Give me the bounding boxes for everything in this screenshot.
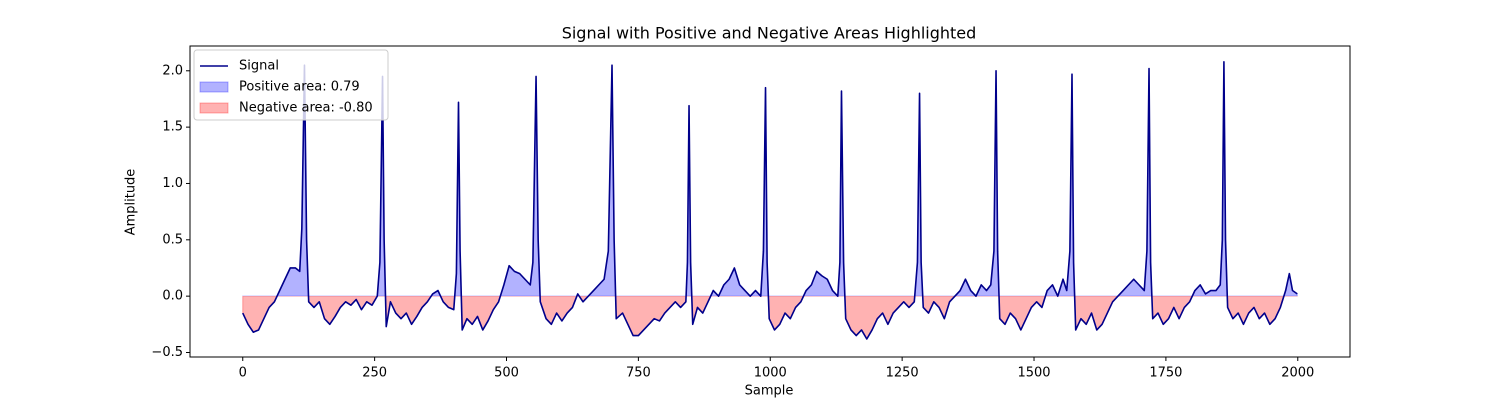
x-tick-label: 1750 [1149,366,1182,381]
plot-frame [189,45,1351,358]
legend-label: Negative area: -0.80 [239,101,373,116]
x-tick-label: 500 [494,366,519,381]
y-tick-label: −0.5 [151,345,183,360]
legend-swatch [199,102,229,114]
legend-box [193,49,389,121]
x-axis-label: Sample [745,384,794,399]
y-tick-label: 2.0 [162,63,183,78]
y-axis-label: Amplitude [124,169,139,236]
x-tick-label: 1000 [754,366,787,381]
x-tick-label: 1250 [886,366,919,381]
legend-swatch [199,81,229,93]
x-tick-label: 750 [626,366,651,381]
x-tick-label: 250 [362,366,387,381]
y-tick-label: 0.0 [162,289,183,304]
negative-area [242,296,1298,340]
legend-label: Signal [239,59,279,74]
x-tick-label: 0 [239,366,247,381]
y-tick-label: 1.0 [162,176,183,191]
y-tick-label: 1.5 [162,120,183,135]
x-tick-label: 1500 [1017,366,1050,381]
y-tick-label: 0.5 [162,232,183,247]
legend-label: Positive area: 0.79 [239,80,360,95]
chart-title: Signal with Positive and Negative Areas … [562,24,977,43]
signal-line [242,60,1298,340]
x-tick-label: 2000 [1281,366,1314,381]
